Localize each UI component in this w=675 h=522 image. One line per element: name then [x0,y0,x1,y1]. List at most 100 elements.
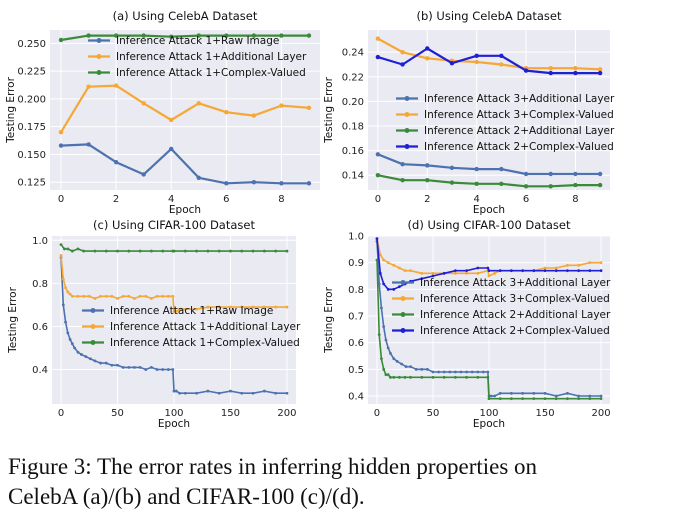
data-point [499,181,504,187]
data-point [171,294,175,298]
data-point [58,37,64,43]
x-tick-label: 100 [164,408,183,419]
x-axis-label: Epoch [169,204,201,216]
data-point [251,113,257,118]
data-point [554,266,558,270]
x-tick-label: 6 [523,194,529,205]
data-point [195,307,198,311]
data-point [66,331,70,335]
data-point [93,359,97,363]
legend-label: Inference Attack 1+Complex-Valued [110,337,300,349]
data-point [431,370,435,374]
data-point [521,397,525,401]
x-tick-label: 0 [58,408,64,419]
data-point [113,33,119,38]
data-point [392,375,396,379]
data-point [375,36,381,41]
y-tick-label: 0.125 [17,178,46,189]
data-point [414,367,418,371]
data-point [262,305,266,309]
data-point [138,294,142,298]
data-point [577,397,581,401]
y-tick-label: 1.0 [32,236,48,247]
legend-marker [96,54,102,59]
data-point [449,61,455,66]
data-point [459,370,463,374]
y-tick-label: 0.18 [342,122,364,133]
data-point [588,269,592,273]
data-point [474,181,479,187]
data-point [599,397,603,401]
x-tick-label: 0 [375,194,381,205]
x-tick-label: 200 [591,408,610,419]
data-point [155,294,159,298]
y-tick-label: 0.4 [348,392,364,403]
data-point [224,33,229,38]
data-point [573,171,578,177]
x-axis-label: Epoch [473,418,505,430]
data-point [588,397,592,401]
data-point [543,397,547,401]
data-point [566,269,569,273]
y-axis-label: Testing Error [323,286,335,354]
data-point [548,65,553,71]
data-point [431,271,435,275]
data-point [486,370,490,374]
y-tick-label: 0.24 [342,48,364,59]
data-point [195,249,198,253]
data-point [404,365,408,369]
data-point [397,266,401,270]
chart-title: (b) Using CelebA Dataset [416,9,561,23]
data-point [397,375,401,379]
x-tick-label: 0 [58,194,64,205]
legend-marker [90,308,96,313]
data-point [577,269,581,273]
data-point [409,269,412,273]
data-point [449,165,455,171]
data-point [554,394,558,398]
data-point [141,33,146,38]
legend-label: Inference Attack 1+Complex-Valued [116,67,306,79]
data-point [588,261,592,265]
data-point [76,294,80,298]
data-point [172,309,176,313]
data-point [133,365,136,369]
data-point [61,303,65,307]
x-axis-label: Epoch [473,204,505,216]
data-point [386,261,390,265]
data-point [375,258,379,262]
data-point [548,171,553,177]
legend-marker [96,38,102,43]
data-point [420,271,424,275]
x-tick-label: 150 [221,408,240,419]
data-point [66,247,70,251]
data-point [448,370,452,374]
data-point [425,163,430,168]
data-point [161,249,165,253]
data-point [442,271,446,275]
x-tick-label: 50 [111,408,124,419]
data-point [86,33,91,38]
data-point [499,166,504,172]
data-point [138,249,142,253]
data-point [121,294,125,298]
data-point [110,363,114,367]
y-tick-label: 0.9 [348,258,364,269]
data-point [577,263,581,267]
data-point [217,305,221,309]
legend-label: Inference Attack 1+Additional Layer [110,321,301,333]
data-point [99,361,102,365]
x-tick-label: 8 [278,194,284,205]
data-point [543,391,547,395]
chart-title: (a) Using CelebA Dataset [113,9,258,23]
data-point [166,294,170,298]
data-point [183,249,187,253]
data-point [68,292,72,296]
data-point [397,285,401,289]
legend-label: Inference Attack 2+Additional Layer [420,309,611,321]
data-point [285,249,289,253]
data-point [206,305,210,309]
data-point [144,294,148,298]
data-point [306,105,312,110]
